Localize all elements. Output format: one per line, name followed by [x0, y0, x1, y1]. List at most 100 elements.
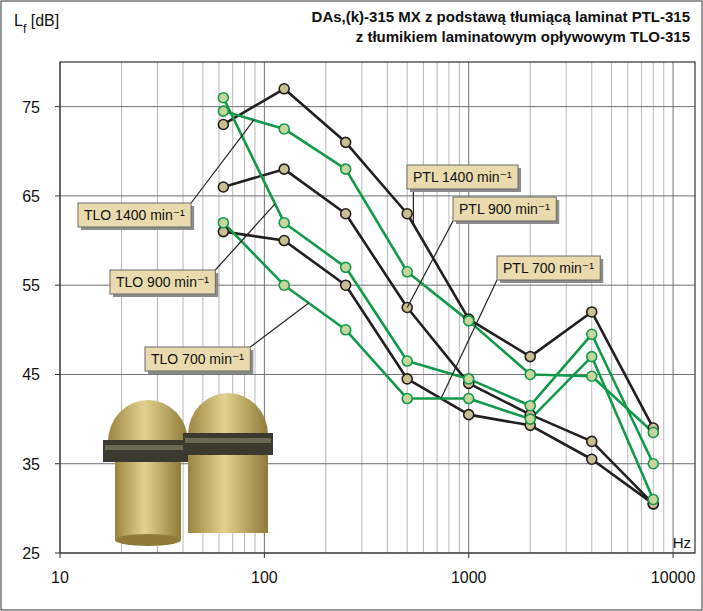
series-line	[223, 169, 653, 504]
series-marker	[218, 119, 228, 129]
series-marker	[218, 106, 228, 116]
series-label-text: PTL 1400 min⁻¹	[413, 169, 512, 185]
background	[0, 0, 703, 611]
label-box	[145, 347, 250, 371]
series-marker	[402, 267, 412, 277]
data-area	[218, 84, 658, 509]
series-label-text: PTL 700 min⁻¹	[503, 260, 594, 276]
series-marker	[341, 137, 351, 147]
x-tick	[264, 553, 265, 558]
y-tick-label: 55	[22, 277, 40, 294]
x-axis-title: Hz	[673, 534, 691, 551]
y-tick-label: 45	[22, 366, 40, 383]
series-label: PTL 900 min⁻¹	[407, 197, 559, 308]
product-dome	[188, 393, 268, 435]
minor-grid-line	[437, 62, 438, 553]
series-marker	[464, 410, 474, 420]
product-band	[105, 445, 191, 450]
series-marker	[341, 164, 351, 174]
series-marker	[402, 374, 412, 384]
series-marker	[279, 124, 289, 134]
series-marker	[648, 427, 658, 437]
y-tick-label: 35	[22, 456, 40, 473]
minor-grid-line	[566, 62, 567, 553]
minor-grid-line	[325, 62, 326, 553]
series-marker	[279, 84, 289, 94]
product-dome	[108, 400, 188, 442]
minor-grid-line	[653, 62, 654, 553]
minor-grid-line	[387, 62, 388, 553]
series-marker	[648, 494, 658, 504]
leader-line	[441, 280, 497, 399]
series-marker	[402, 356, 412, 366]
label-box	[110, 270, 215, 294]
minor-grid-line	[423, 62, 424, 553]
series-marker	[218, 182, 228, 192]
series-marker	[525, 352, 535, 362]
series-line	[223, 111, 653, 432]
series-marker	[648, 459, 658, 469]
x-tick-label: 1000	[451, 569, 487, 586]
y-tick-label: 75	[22, 99, 40, 116]
label-box	[497, 256, 600, 280]
series-label-text: TLO 900 min⁻¹	[116, 274, 209, 290]
x-tick	[673, 553, 674, 558]
series-marker	[218, 93, 228, 103]
y-axis-title-part: L	[14, 12, 23, 29]
series-marker	[464, 316, 474, 326]
x-tick	[468, 553, 469, 558]
product-band	[185, 438, 271, 443]
minor-grid-line	[641, 62, 642, 553]
y-tick	[55, 553, 60, 554]
series-label-text: PTL 900 min⁻¹	[459, 201, 550, 217]
series-marker	[402, 394, 412, 404]
product-band	[183, 433, 273, 455]
series-label: PTL 700 min⁻¹	[441, 256, 603, 399]
minor-grid-line	[663, 62, 664, 553]
y-tick-label: 25	[22, 545, 40, 562]
series-marker	[341, 325, 351, 335]
y-tick	[55, 106, 60, 107]
series-marker	[279, 280, 289, 290]
label-box	[453, 197, 556, 221]
series-marker	[464, 374, 474, 384]
x-tick-label: 100	[251, 569, 278, 586]
product-base	[115, 534, 181, 546]
chart: 10100100010000253545556575Lf [dB]HzDAs,(…	[0, 0, 703, 611]
x-tick-label: 10	[51, 569, 69, 586]
y-tick	[55, 374, 60, 375]
series-line	[223, 98, 653, 464]
series-label-text: TLO 1400 min⁻¹	[84, 207, 185, 223]
product-illustration	[103, 393, 273, 546]
product-band	[103, 440, 193, 462]
y-tick	[55, 195, 60, 196]
series-marker	[587, 454, 597, 464]
series-label: TLO 1400 min⁻¹	[78, 120, 254, 230]
leader-line	[250, 303, 308, 347]
x-tick	[60, 553, 61, 558]
series-marker	[279, 236, 289, 246]
series-label: TLO 700 min⁻¹	[145, 303, 309, 374]
y-axis-title: Lf [dB]	[14, 12, 59, 36]
series-line	[223, 223, 653, 500]
grid-line	[60, 106, 695, 107]
series-marker	[341, 262, 351, 272]
series-marker	[587, 352, 597, 362]
leader-line	[413, 189, 414, 224]
minor-grid-line	[611, 62, 612, 553]
product-base	[188, 455, 268, 533]
series-marker	[464, 394, 474, 404]
series-marker	[525, 369, 535, 379]
series-marker	[402, 209, 412, 219]
label-box	[78, 203, 191, 227]
series-marker	[279, 218, 289, 228]
product-base	[115, 462, 181, 540]
series-label: TLO 900 min⁻¹	[110, 204, 275, 297]
series-marker	[587, 329, 597, 339]
y-axis-title-part: [dB]	[26, 12, 59, 29]
series-marker	[279, 164, 289, 174]
leader-line	[407, 221, 453, 308]
title: DAs,(k)-315 MX z podstawą tłumiącą lamin…	[312, 8, 690, 25]
grid	[60, 62, 695, 553]
series-marker	[341, 209, 351, 219]
